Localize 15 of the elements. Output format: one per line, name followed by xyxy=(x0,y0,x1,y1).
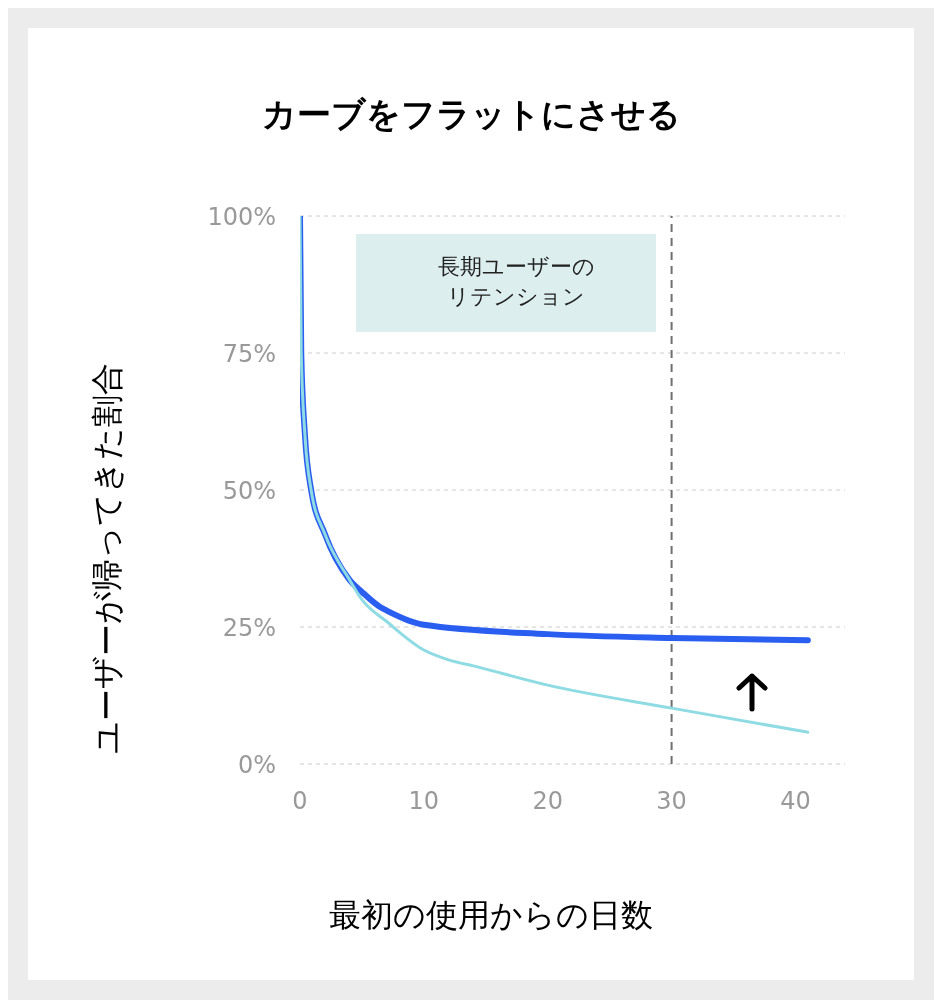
x-tick-label: 40 xyxy=(780,787,811,816)
y-tick-label: 25% xyxy=(222,613,276,642)
y-axis-title: ユーザーが帰ってきた割合 xyxy=(87,362,127,754)
x-axis-title: 最初の使用からの日数 xyxy=(328,895,654,936)
x-tick-label: 0 xyxy=(292,787,308,816)
x-tick-label: 20 xyxy=(532,787,563,816)
y-tick-label: 0% xyxy=(237,750,276,779)
x-tick-label: 30 xyxy=(656,787,687,816)
y-tick-label: 50% xyxy=(222,476,276,505)
y-tick-label: 75% xyxy=(222,339,276,368)
chart-title: カーブをフラットにさせる xyxy=(260,93,682,136)
x-tick-label: 10 xyxy=(408,787,440,816)
y-tick-label: 100% xyxy=(207,202,276,231)
annotation: 長期ユーザーのリテンション xyxy=(436,253,596,311)
line-series xyxy=(300,216,810,734)
